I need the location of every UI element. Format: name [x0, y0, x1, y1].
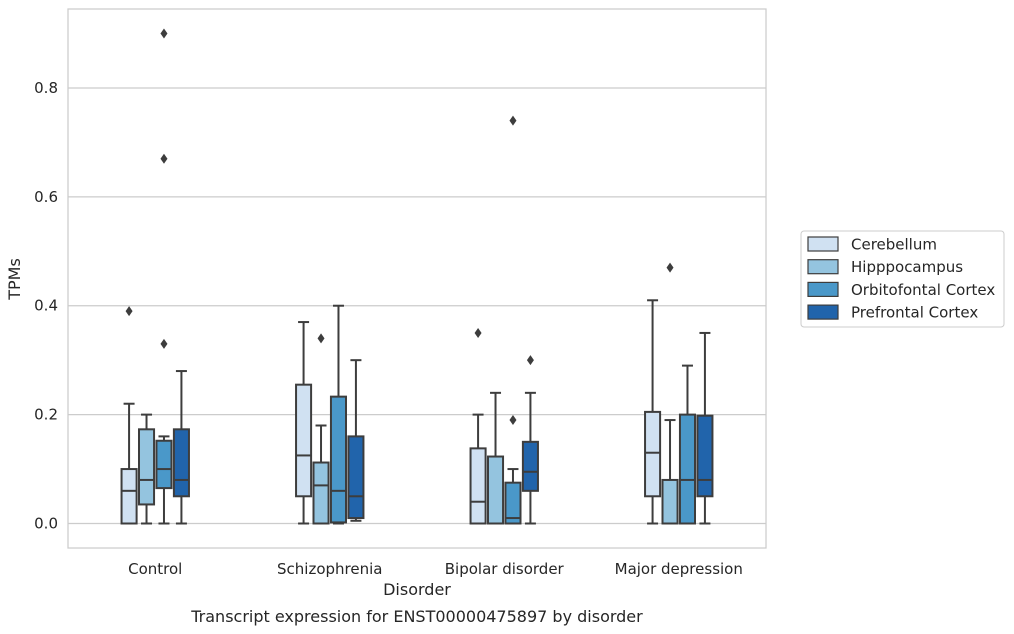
y-tick-label: 0.0: [34, 515, 58, 533]
outlier-point: [526, 355, 534, 366]
legend-frame: [800, 230, 1005, 328]
box-iqr: [312, 461, 330, 525]
box-group: [172, 370, 190, 525]
box-iqr: [347, 435, 365, 520]
box-iqr: [172, 428, 190, 498]
x-tick-label: Control: [128, 560, 182, 578]
legend: Cerebellum Hipppocampus Orbitofontal Corte…: [800, 230, 1005, 328]
legend-label: Orbitofontal Cortex: [851, 281, 995, 299]
outlier-point: [509, 415, 517, 426]
box-iqr: [120, 468, 138, 525]
box-group: [120, 306, 138, 525]
box-group: [644, 299, 662, 525]
x-tick-label: Bipolar disorder: [445, 560, 565, 578]
chart-caption: Transcript expression for ENST0000047589…: [190, 607, 643, 626]
y-axis-label: TPMs: [5, 258, 24, 301]
box-iqr: [661, 478, 679, 525]
outlier-point: [160, 338, 168, 349]
plot-area-frame: [67, 8, 767, 549]
x-axis-ticks: Control Schizophrenia Bipolar disorder Majo…: [128, 560, 743, 578]
legend-items: Cerebellum Hipppocampus Orbitofontal Corte…: [807, 236, 995, 322]
box-iqr: [138, 428, 156, 506]
outlier-point: [125, 306, 133, 317]
box-iqr: [521, 440, 539, 492]
legend-label: Prefrontal Cortex: [851, 304, 978, 322]
outlier-point: [666, 262, 674, 273]
box-group: [661, 262, 679, 525]
y-axis-ticks: 0.0 0.2 0.4 0.6 0.8: [34, 79, 58, 533]
box-group: [312, 333, 330, 525]
box-group: [504, 115, 522, 525]
box-iqr: [678, 413, 697, 525]
x-tick-label: Schizophrenia: [277, 560, 382, 578]
y-tick-label: 0.8: [34, 79, 58, 97]
box-iqr: [155, 439, 173, 490]
box-group: [138, 413, 156, 525]
box-group: [295, 321, 313, 525]
box-group: [678, 364, 697, 525]
x-axis-label: Disorder: [383, 580, 451, 599]
box-group: [469, 327, 487, 525]
legend-label: Hipppocampus: [851, 258, 963, 276]
outlier-point: [160, 153, 168, 164]
box-iqr: [469, 447, 487, 525]
legend-swatch: [807, 236, 839, 252]
gridlines: [68, 87, 766, 525]
legend-swatch: [807, 281, 839, 297]
box-group: [696, 331, 714, 525]
outlier-point: [317, 333, 325, 344]
legend-swatch: [807, 259, 839, 275]
x-tick-label: Major depression: [615, 560, 743, 578]
box-iqr: [487, 455, 505, 525]
box-iqr: [696, 414, 714, 498]
box-group: [347, 359, 365, 522]
y-tick-label: 0.2: [34, 406, 58, 424]
box-iqr: [329, 395, 348, 524]
outlier-point: [474, 327, 482, 338]
box-iqr: [504, 481, 522, 525]
box-group: [155, 28, 173, 525]
legend-label: Cerebellum: [851, 236, 937, 254]
outlier-point: [509, 115, 517, 126]
box-iqr: [644, 410, 662, 498]
y-tick-label: 0.4: [34, 297, 58, 315]
box-series: [120, 28, 714, 525]
box-group: [521, 355, 539, 525]
box-iqr: [295, 383, 313, 498]
box-group: [487, 391, 505, 525]
y-tick-label: 0.6: [34, 188, 58, 206]
outlier-point: [160, 28, 168, 39]
legend-swatch: [807, 304, 839, 320]
box-group: [329, 304, 348, 525]
